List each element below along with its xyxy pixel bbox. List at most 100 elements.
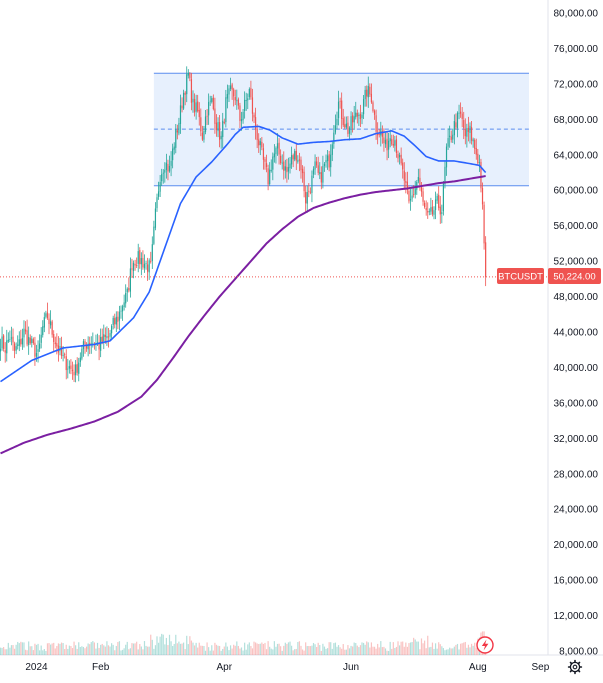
candle-body (128, 288, 130, 291)
candle-body (267, 168, 269, 185)
volume-bar (275, 646, 277, 655)
volume-bar (81, 646, 83, 655)
y-tick-label: 8,000.00 (559, 647, 598, 658)
volume-bar (347, 645, 349, 655)
volume-bar (355, 643, 357, 655)
volume-bar (398, 645, 401, 655)
candle-body (477, 153, 479, 164)
candle-body (472, 139, 474, 142)
candle-body (438, 194, 440, 208)
volume-bar (172, 645, 174, 655)
candle-body (29, 337, 31, 344)
lightning-icon[interactable] (476, 636, 494, 654)
volume-bar (115, 645, 117, 655)
candle-body (13, 343, 16, 351)
candle-body (333, 132, 335, 144)
candle-body (256, 128, 258, 141)
volume-bar (3, 647, 5, 655)
candle-body (314, 161, 316, 170)
candle-body (215, 122, 218, 130)
volume-bar (261, 642, 263, 655)
volume-bar (114, 650, 116, 655)
volume-bar (85, 646, 88, 655)
volume-bar (198, 642, 200, 655)
volume-bar (273, 641, 275, 655)
candle-body (394, 140, 396, 146)
candle-body (323, 163, 326, 166)
volume-bar (103, 645, 105, 655)
volume-bar (278, 643, 280, 655)
volume-bar (359, 645, 362, 655)
candle-body (226, 94, 229, 99)
volume-bar (9, 647, 11, 655)
gear-icon[interactable] (567, 659, 583, 675)
volume-bar (57, 643, 60, 655)
volume-bar (142, 649, 144, 655)
x-tick-label: 2024 (25, 662, 48, 673)
candle-body (411, 195, 413, 199)
volume-bar (364, 644, 366, 655)
x-tick-label: Jun (343, 662, 359, 673)
candle-body (431, 206, 434, 215)
volume-bar (339, 647, 341, 655)
volume-bar (100, 644, 102, 655)
candle-body (131, 268, 133, 270)
candle-body (475, 147, 477, 155)
candle-body (330, 154, 332, 168)
candle-body (35, 353, 38, 357)
volume-bar (431, 642, 434, 655)
candle-body (433, 210, 435, 215)
volume-bar (56, 646, 58, 655)
volume-bar (98, 647, 100, 655)
volume-bar (419, 649, 421, 655)
volume-bar (472, 645, 474, 655)
volume-bar (247, 644, 249, 655)
candle-body (331, 144, 333, 155)
volume-bar (173, 643, 175, 655)
candle-body (326, 155, 329, 162)
candle-body (153, 226, 155, 244)
candle-body (167, 163, 169, 172)
candle-body (81, 348, 83, 359)
candle-body (129, 268, 131, 292)
candle-body (480, 161, 482, 189)
volume-bar (17, 641, 19, 655)
volume-bar (193, 645, 196, 655)
volume-bar (391, 648, 393, 655)
candle-body (140, 258, 142, 265)
candle-body (139, 250, 141, 265)
volume-bar (229, 645, 232, 655)
candle-body (320, 172, 322, 183)
candle-body (187, 72, 189, 76)
y-tick-label: 60,000.00 (554, 186, 599, 197)
candle-body (342, 118, 344, 126)
candle-body (275, 148, 277, 155)
candle-body (312, 168, 315, 175)
candle-body (444, 166, 446, 185)
candle-body (20, 338, 22, 345)
candle-body (337, 101, 340, 119)
candle-body (111, 326, 113, 334)
volume-bar (284, 642, 286, 655)
candle-body (245, 100, 247, 102)
candle-body (161, 174, 163, 182)
volume-bar (65, 644, 67, 655)
candle-body (53, 334, 55, 342)
candle-body (236, 100, 238, 102)
candle-body (311, 175, 313, 193)
volume-bar (46, 643, 49, 655)
volume-bar (319, 645, 321, 655)
candle-body (452, 134, 454, 140)
candle-body (211, 98, 213, 102)
candle-body (262, 148, 265, 160)
volume-bar (297, 642, 299, 655)
candle-body (184, 92, 186, 95)
volume-bar (39, 650, 41, 655)
volume-bar (95, 648, 97, 655)
candle-body (463, 120, 465, 129)
candle-body (109, 333, 111, 337)
volume-bar (140, 646, 142, 655)
volume-bar (467, 644, 470, 655)
candle-body (3, 335, 5, 349)
